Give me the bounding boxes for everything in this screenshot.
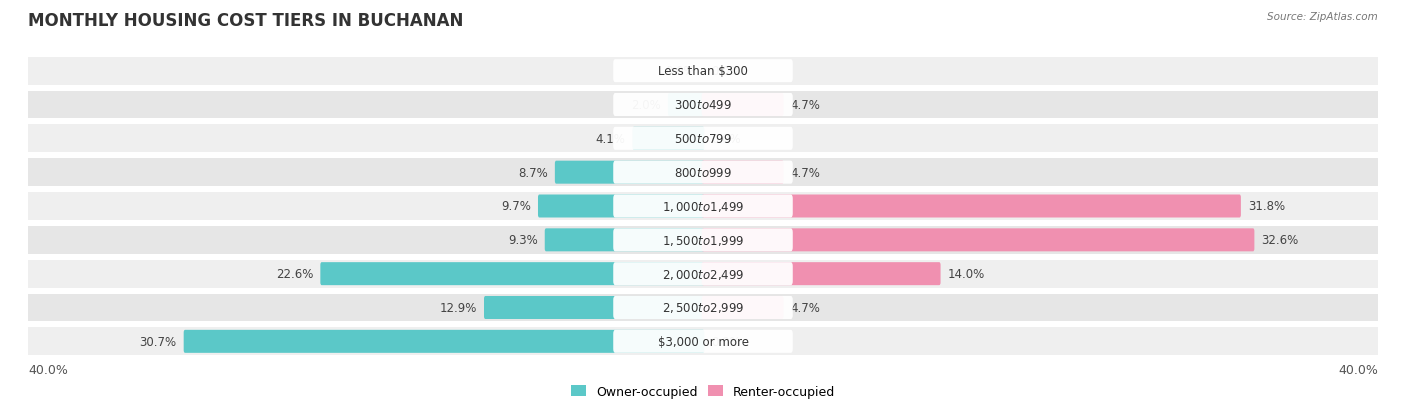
FancyBboxPatch shape bbox=[613, 263, 793, 285]
FancyBboxPatch shape bbox=[613, 296, 793, 319]
Text: 0.0%: 0.0% bbox=[711, 133, 741, 145]
Legend: Owner-occupied, Renter-occupied: Owner-occupied, Renter-occupied bbox=[571, 385, 835, 398]
FancyBboxPatch shape bbox=[555, 161, 704, 184]
Text: 4.7%: 4.7% bbox=[790, 301, 821, 314]
FancyBboxPatch shape bbox=[538, 195, 704, 218]
Text: 30.7%: 30.7% bbox=[139, 335, 177, 348]
FancyBboxPatch shape bbox=[702, 229, 1254, 252]
Text: $2,000 to $2,499: $2,000 to $2,499 bbox=[662, 267, 744, 281]
Text: Source: ZipAtlas.com: Source: ZipAtlas.com bbox=[1267, 12, 1378, 22]
Bar bbox=[28, 226, 1378, 254]
Text: 12.9%: 12.9% bbox=[440, 301, 477, 314]
Text: $3,000 or more: $3,000 or more bbox=[658, 335, 748, 348]
FancyBboxPatch shape bbox=[702, 296, 783, 319]
Text: MONTHLY HOUSING COST TIERS IN BUCHANAN: MONTHLY HOUSING COST TIERS IN BUCHANAN bbox=[28, 12, 464, 30]
FancyBboxPatch shape bbox=[184, 330, 704, 353]
Bar bbox=[28, 260, 1378, 288]
FancyBboxPatch shape bbox=[702, 94, 783, 117]
Bar bbox=[28, 294, 1378, 322]
Text: 4.7%: 4.7% bbox=[790, 166, 821, 179]
FancyBboxPatch shape bbox=[613, 330, 793, 353]
Bar bbox=[28, 58, 1378, 85]
Text: 32.6%: 32.6% bbox=[1261, 234, 1299, 247]
Text: 0.0%: 0.0% bbox=[711, 335, 741, 348]
FancyBboxPatch shape bbox=[613, 94, 793, 117]
FancyBboxPatch shape bbox=[321, 263, 704, 285]
FancyBboxPatch shape bbox=[484, 296, 704, 319]
Text: 31.8%: 31.8% bbox=[1249, 200, 1285, 213]
FancyBboxPatch shape bbox=[668, 94, 704, 117]
Text: 9.3%: 9.3% bbox=[508, 234, 537, 247]
FancyBboxPatch shape bbox=[613, 60, 793, 83]
Text: $1,500 to $1,999: $1,500 to $1,999 bbox=[662, 233, 744, 247]
FancyBboxPatch shape bbox=[613, 195, 793, 218]
Text: 2.0%: 2.0% bbox=[631, 99, 661, 112]
Text: $2,500 to $2,999: $2,500 to $2,999 bbox=[662, 301, 744, 315]
Bar bbox=[28, 125, 1378, 153]
FancyBboxPatch shape bbox=[613, 161, 793, 184]
FancyBboxPatch shape bbox=[702, 195, 1241, 218]
Text: $300 to $499: $300 to $499 bbox=[673, 99, 733, 112]
Bar bbox=[28, 328, 1378, 355]
FancyBboxPatch shape bbox=[702, 263, 941, 285]
Text: 40.0%: 40.0% bbox=[28, 363, 67, 376]
Text: 4.1%: 4.1% bbox=[596, 133, 626, 145]
Text: 4.7%: 4.7% bbox=[790, 99, 821, 112]
Text: Less than $300: Less than $300 bbox=[658, 65, 748, 78]
Text: 40.0%: 40.0% bbox=[1339, 363, 1378, 376]
Text: 0.0%: 0.0% bbox=[665, 65, 695, 78]
FancyBboxPatch shape bbox=[613, 229, 793, 252]
Text: 22.6%: 22.6% bbox=[276, 268, 314, 280]
Bar bbox=[28, 91, 1378, 119]
Text: $500 to $799: $500 to $799 bbox=[673, 133, 733, 145]
FancyBboxPatch shape bbox=[633, 128, 704, 150]
Text: $1,000 to $1,499: $1,000 to $1,499 bbox=[662, 199, 744, 214]
Bar bbox=[28, 192, 1378, 221]
Text: $800 to $999: $800 to $999 bbox=[673, 166, 733, 179]
Text: 0.0%: 0.0% bbox=[711, 65, 741, 78]
FancyBboxPatch shape bbox=[544, 229, 704, 252]
FancyBboxPatch shape bbox=[702, 161, 783, 184]
Text: 8.7%: 8.7% bbox=[517, 166, 548, 179]
Text: 9.7%: 9.7% bbox=[501, 200, 531, 213]
FancyBboxPatch shape bbox=[613, 128, 793, 150]
Bar bbox=[28, 159, 1378, 187]
Text: 14.0%: 14.0% bbox=[948, 268, 984, 280]
